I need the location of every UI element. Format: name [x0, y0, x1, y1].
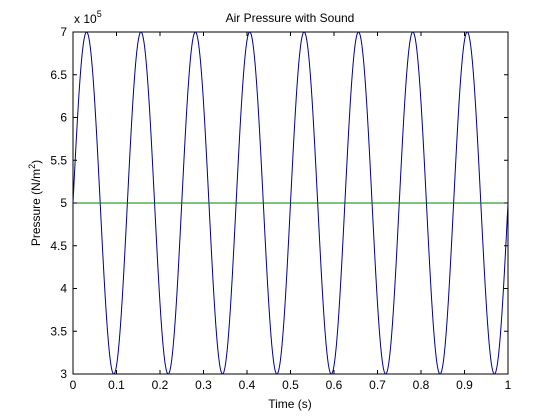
x-tick-label: 0	[70, 378, 77, 392]
y-tick-label: 6.5	[50, 68, 67, 82]
y-tick-label: 3	[60, 367, 67, 381]
x-tick-label: 0.5	[282, 378, 299, 392]
x-tick-label: 0.7	[369, 378, 386, 392]
y-axis-label-main: Pressure (N/m	[29, 169, 43, 246]
y-axis-label-superscript: 2	[27, 164, 37, 169]
y-tick-label: 5	[60, 196, 67, 210]
y-scale-exponent: x 105	[74, 9, 102, 26]
y-tick-label: 7	[60, 25, 67, 39]
chart-title: Air Pressure with Sound	[226, 11, 355, 25]
y-tick-label: 4.5	[50, 239, 67, 253]
y-axis-ticks: 3 3.5 4 4.5 5 5.5 6 6.5 7	[50, 25, 508, 381]
x-tick-label: 0.4	[239, 378, 256, 392]
x-tick-label: 1	[505, 378, 512, 392]
x-tick-label: 0.3	[195, 378, 212, 392]
series-layer	[72, 31, 509, 375]
y-scale-exponent-base: x 10	[74, 12, 97, 26]
x-tick-label: 0.6	[326, 378, 343, 392]
y-axis-label-end: )	[29, 160, 43, 164]
x-tick-label: 0.8	[413, 378, 430, 392]
x-tick-label: 0.2	[152, 378, 169, 392]
x-axis-label: Time (s)	[268, 397, 312, 411]
x-axis-ticks: 0 0.1 0.2 0.3 0.4 0.5 0.6 0.7 0.8 0.9 1	[70, 32, 512, 392]
y-tick-label: 4	[60, 282, 67, 296]
y-tick-label: 5.5	[50, 153, 67, 167]
y-tick-label: 6	[60, 111, 67, 125]
y-tick-label: 3.5	[50, 324, 67, 338]
y-axis-label: Pressure (N/m2)	[27, 160, 43, 246]
y-scale-exponent-power: 5	[97, 9, 102, 19]
x-tick-label: 0.9	[456, 378, 473, 392]
x-tick-label: 0.1	[108, 378, 125, 392]
